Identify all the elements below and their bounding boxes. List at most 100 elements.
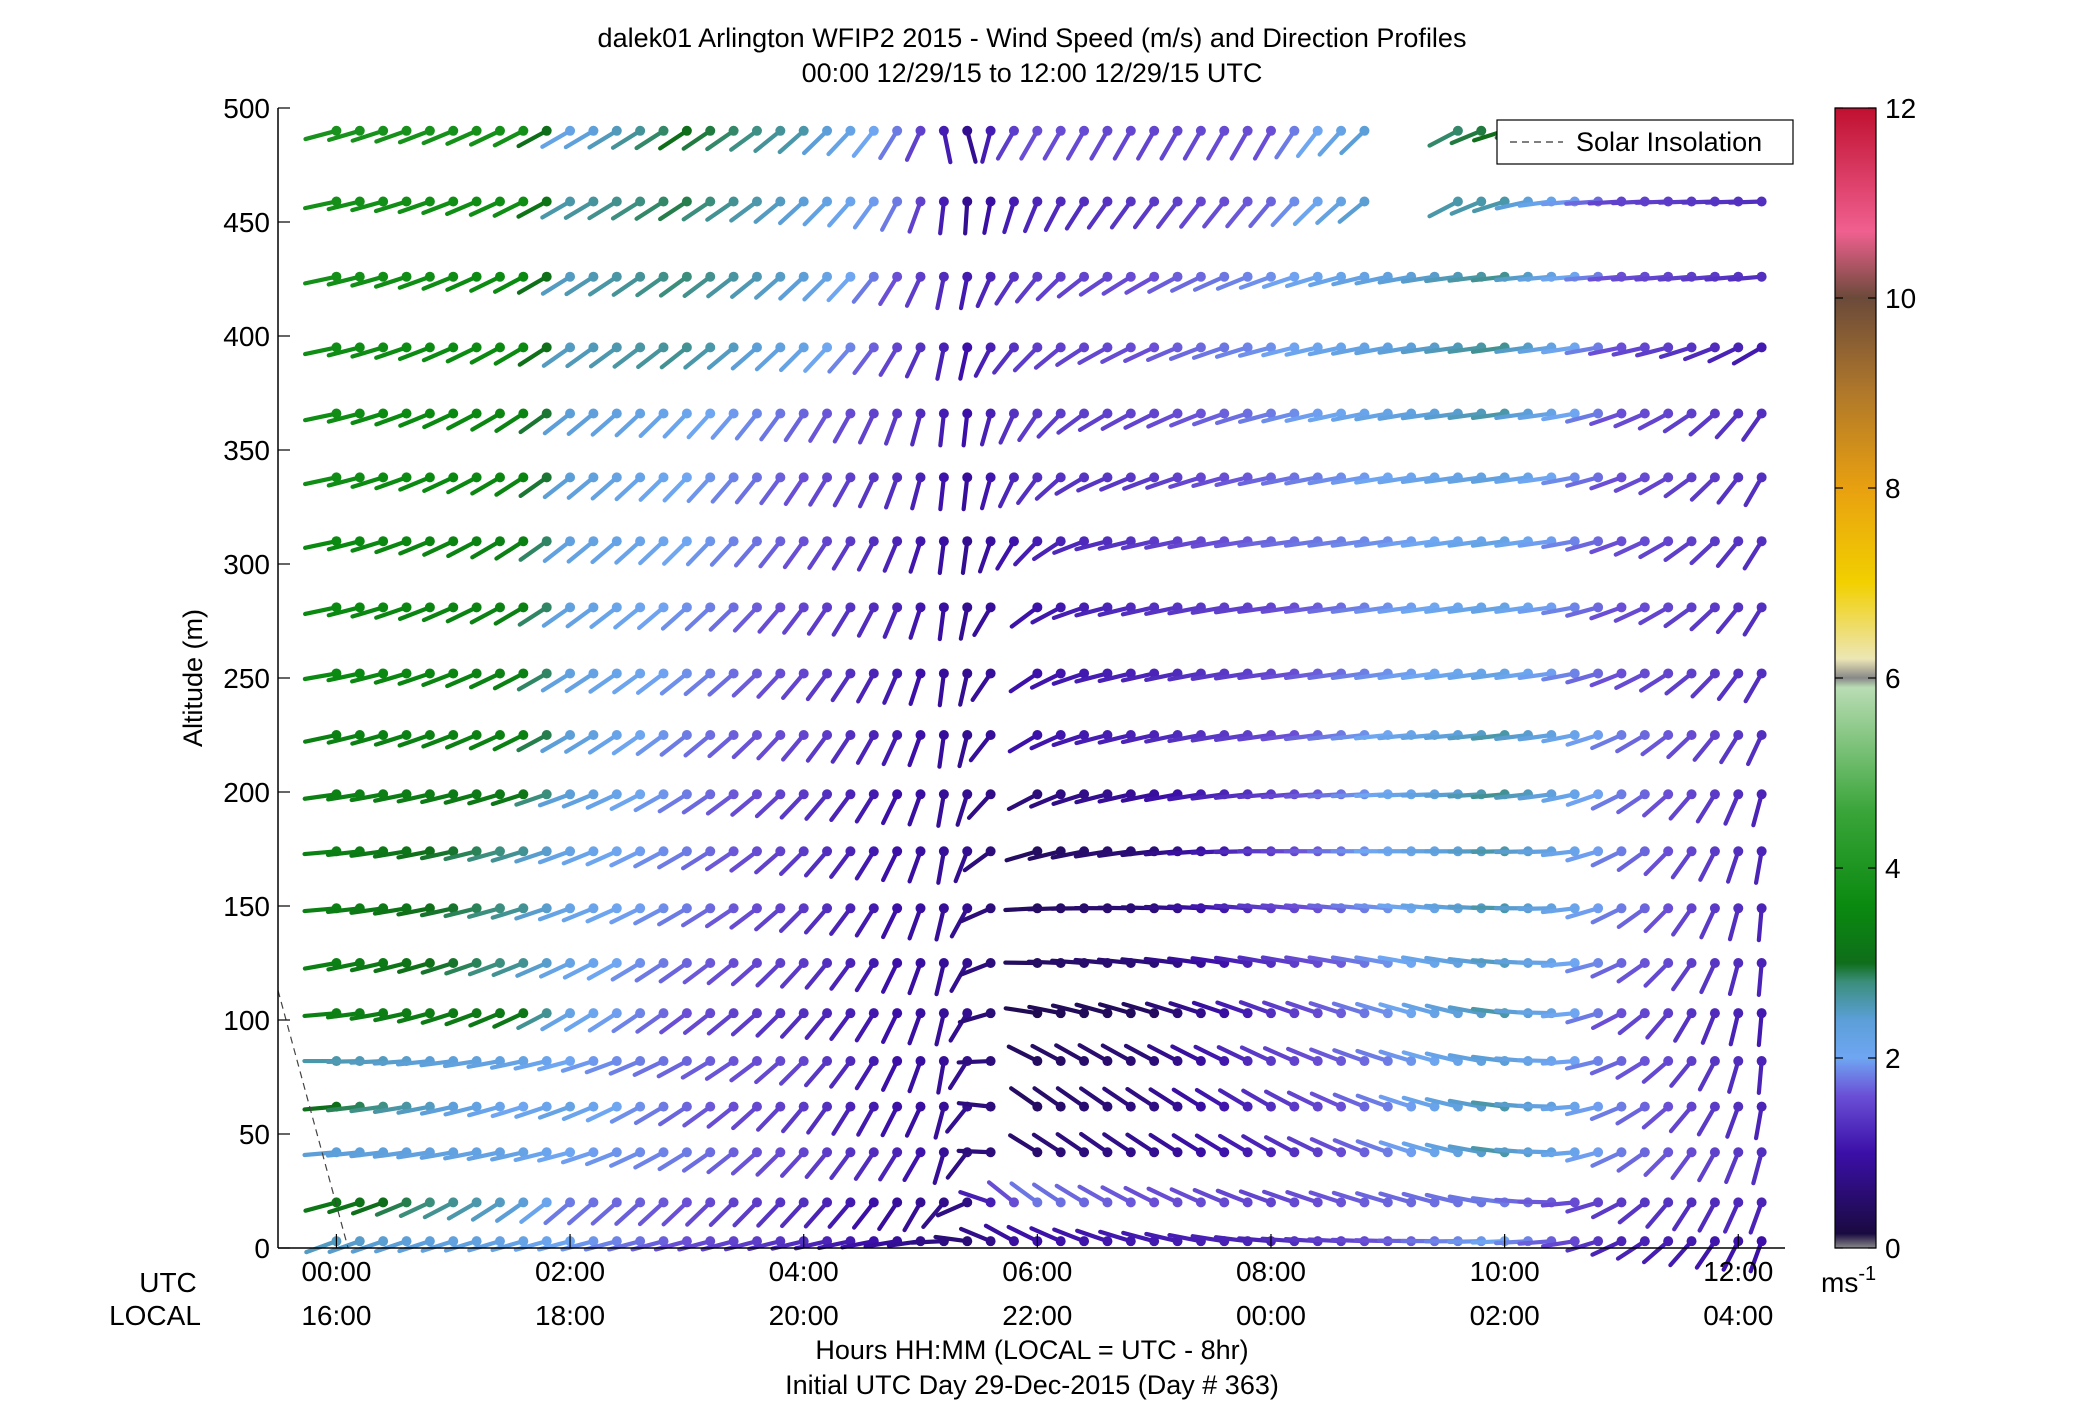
- wind-barb: [1238, 271, 1276, 290]
- wind-barb-shaft: [1470, 274, 1507, 283]
- wind-barb: [1112, 125, 1136, 161]
- wind-barb-shaft: [537, 1058, 573, 1072]
- wind-barb-dot: [1055, 1197, 1066, 1208]
- wind-barb-dot: [1733, 1197, 1744, 1208]
- wind-barb-dot: [1663, 1101, 1674, 1112]
- wind-barb-shaft: [398, 411, 432, 428]
- wind-barb-dot: [1616, 1056, 1627, 1067]
- wind-barb-shaft: [881, 906, 900, 940]
- wind-barb: [907, 846, 926, 884]
- wind-barb-shaft: [611, 274, 643, 297]
- wind-barb-dot: [1149, 472, 1160, 483]
- wind-barb: [538, 958, 576, 979]
- wind-barb: [949, 903, 973, 939]
- wind-barb-dot: [448, 1101, 459, 1112]
- wind-barb: [1666, 730, 1697, 760]
- wind-barb-shaft: [907, 849, 923, 884]
- wind-barb-shaft: [349, 1150, 386, 1159]
- wind-barb-dot: [1569, 789, 1580, 800]
- x-tick-label-utc: 04:00: [769, 1256, 839, 1287]
- wind-barb-shaft: [585, 1104, 619, 1123]
- wind-barb-shaft: [1400, 732, 1437, 741]
- wind-barb-shaft: [537, 849, 573, 865]
- x-tick-label-local: 04:00: [1703, 1300, 1773, 1331]
- wind-barb: [1616, 1147, 1650, 1173]
- wind-barb-shaft: [881, 1011, 900, 1045]
- wind-barb-shaft: [1292, 199, 1320, 227]
- wind-barb-shaft: [1096, 957, 1133, 966]
- wind-barb: [633, 846, 669, 869]
- wind-barb: [877, 1197, 903, 1232]
- x-tick-label-utc: 12:00: [1703, 1256, 1773, 1287]
- wind-barb-dot: [1172, 472, 1183, 483]
- wind-barb-shaft: [907, 1011, 923, 1046]
- wind-barb-dot: [822, 668, 833, 679]
- wind-barb: [303, 408, 342, 423]
- wind-barb-dot: [1616, 472, 1627, 483]
- wind-barb-shaft: [419, 906, 456, 918]
- wind-barb-shaft: [758, 539, 783, 569]
- wind-barb-shaft: [1589, 1104, 1624, 1121]
- wind-barb: [854, 1056, 879, 1091]
- wind-barb-dot: [751, 668, 762, 679]
- wind-barb-dot: [775, 196, 786, 207]
- wind-barb-dot: [962, 125, 973, 136]
- wind-barb-shaft: [1641, 1239, 1671, 1265]
- wind-barb: [804, 1008, 833, 1040]
- wind-barb-shaft: [542, 475, 573, 500]
- wind-barb: [397, 602, 435, 621]
- wind-barb: [638, 536, 669, 566]
- wind-barb-shaft: [1002, 199, 1017, 235]
- wind-barb-shaft: [1470, 792, 1507, 800]
- wind-barb-dot: [915, 408, 926, 419]
- wind-barb-shaft: [1054, 475, 1087, 496]
- wind-barb-shaft: [854, 1011, 876, 1043]
- wind-barb-shaft: [1424, 1097, 1460, 1109]
- wind-barb: [1217, 1133, 1253, 1158]
- wind-barb: [493, 602, 529, 626]
- wind-barb: [782, 602, 809, 635]
- wind-barb: [882, 668, 903, 705]
- wind-barb-shaft: [803, 1200, 830, 1229]
- wind-barb: [754, 271, 786, 300]
- wind-barb-shaft: [1238, 274, 1274, 290]
- wind-barb-shaft: [564, 671, 596, 694]
- wind-barb-shaft: [1237, 411, 1274, 424]
- wind-barb: [1002, 196, 1019, 235]
- wind-barb: [1274, 125, 1300, 160]
- wind-barb-shaft: [397, 345, 432, 362]
- wind-barb: [852, 196, 879, 230]
- wind-barb-shaft: [1125, 1086, 1157, 1109]
- wind-barb-shaft: [1213, 955, 1250, 966]
- wind-barb-shaft: [326, 128, 362, 142]
- wind-barb-shaft: [565, 605, 596, 629]
- wind-barb-dot: [541, 1197, 552, 1208]
- wind-barb-dot: [588, 1008, 599, 1019]
- wind-barb-dot: [1616, 602, 1627, 613]
- wind-barb: [1191, 472, 1230, 488]
- wind-barb-shaft: [1263, 1089, 1297, 1109]
- wind-barb-shaft: [1190, 605, 1227, 615]
- wind-barb: [396, 1008, 435, 1024]
- wind-barb: [469, 602, 505, 625]
- wind-barb: [1700, 1008, 1720, 1045]
- wind-barb-shaft: [907, 199, 923, 234]
- wind-barb-shaft: [611, 732, 643, 756]
- wind-barb-shaft: [995, 128, 1017, 161]
- wind-barb: [1617, 1197, 1650, 1225]
- wind-barb-dot: [1125, 271, 1136, 282]
- wind-barb: [1286, 1090, 1323, 1112]
- wind-barb-shaft: [514, 792, 549, 807]
- wind-barb-shaft: [1354, 274, 1390, 286]
- wind-barb-shaft: [1716, 671, 1741, 702]
- wind-barb: [1540, 1101, 1580, 1112]
- wind-barb: [1077, 342, 1113, 366]
- wind-barb-dot: [1756, 602, 1767, 613]
- wind-barb-dot: [1219, 1197, 1230, 1208]
- wind-barb: [854, 903, 879, 938]
- wind-barb-shaft: [326, 411, 362, 424]
- wind-barb-shaft: [1565, 411, 1601, 424]
- wind-barb-dot: [1032, 1197, 1043, 1208]
- wind-barb: [635, 271, 669, 298]
- wind-barb-dot: [938, 271, 949, 282]
